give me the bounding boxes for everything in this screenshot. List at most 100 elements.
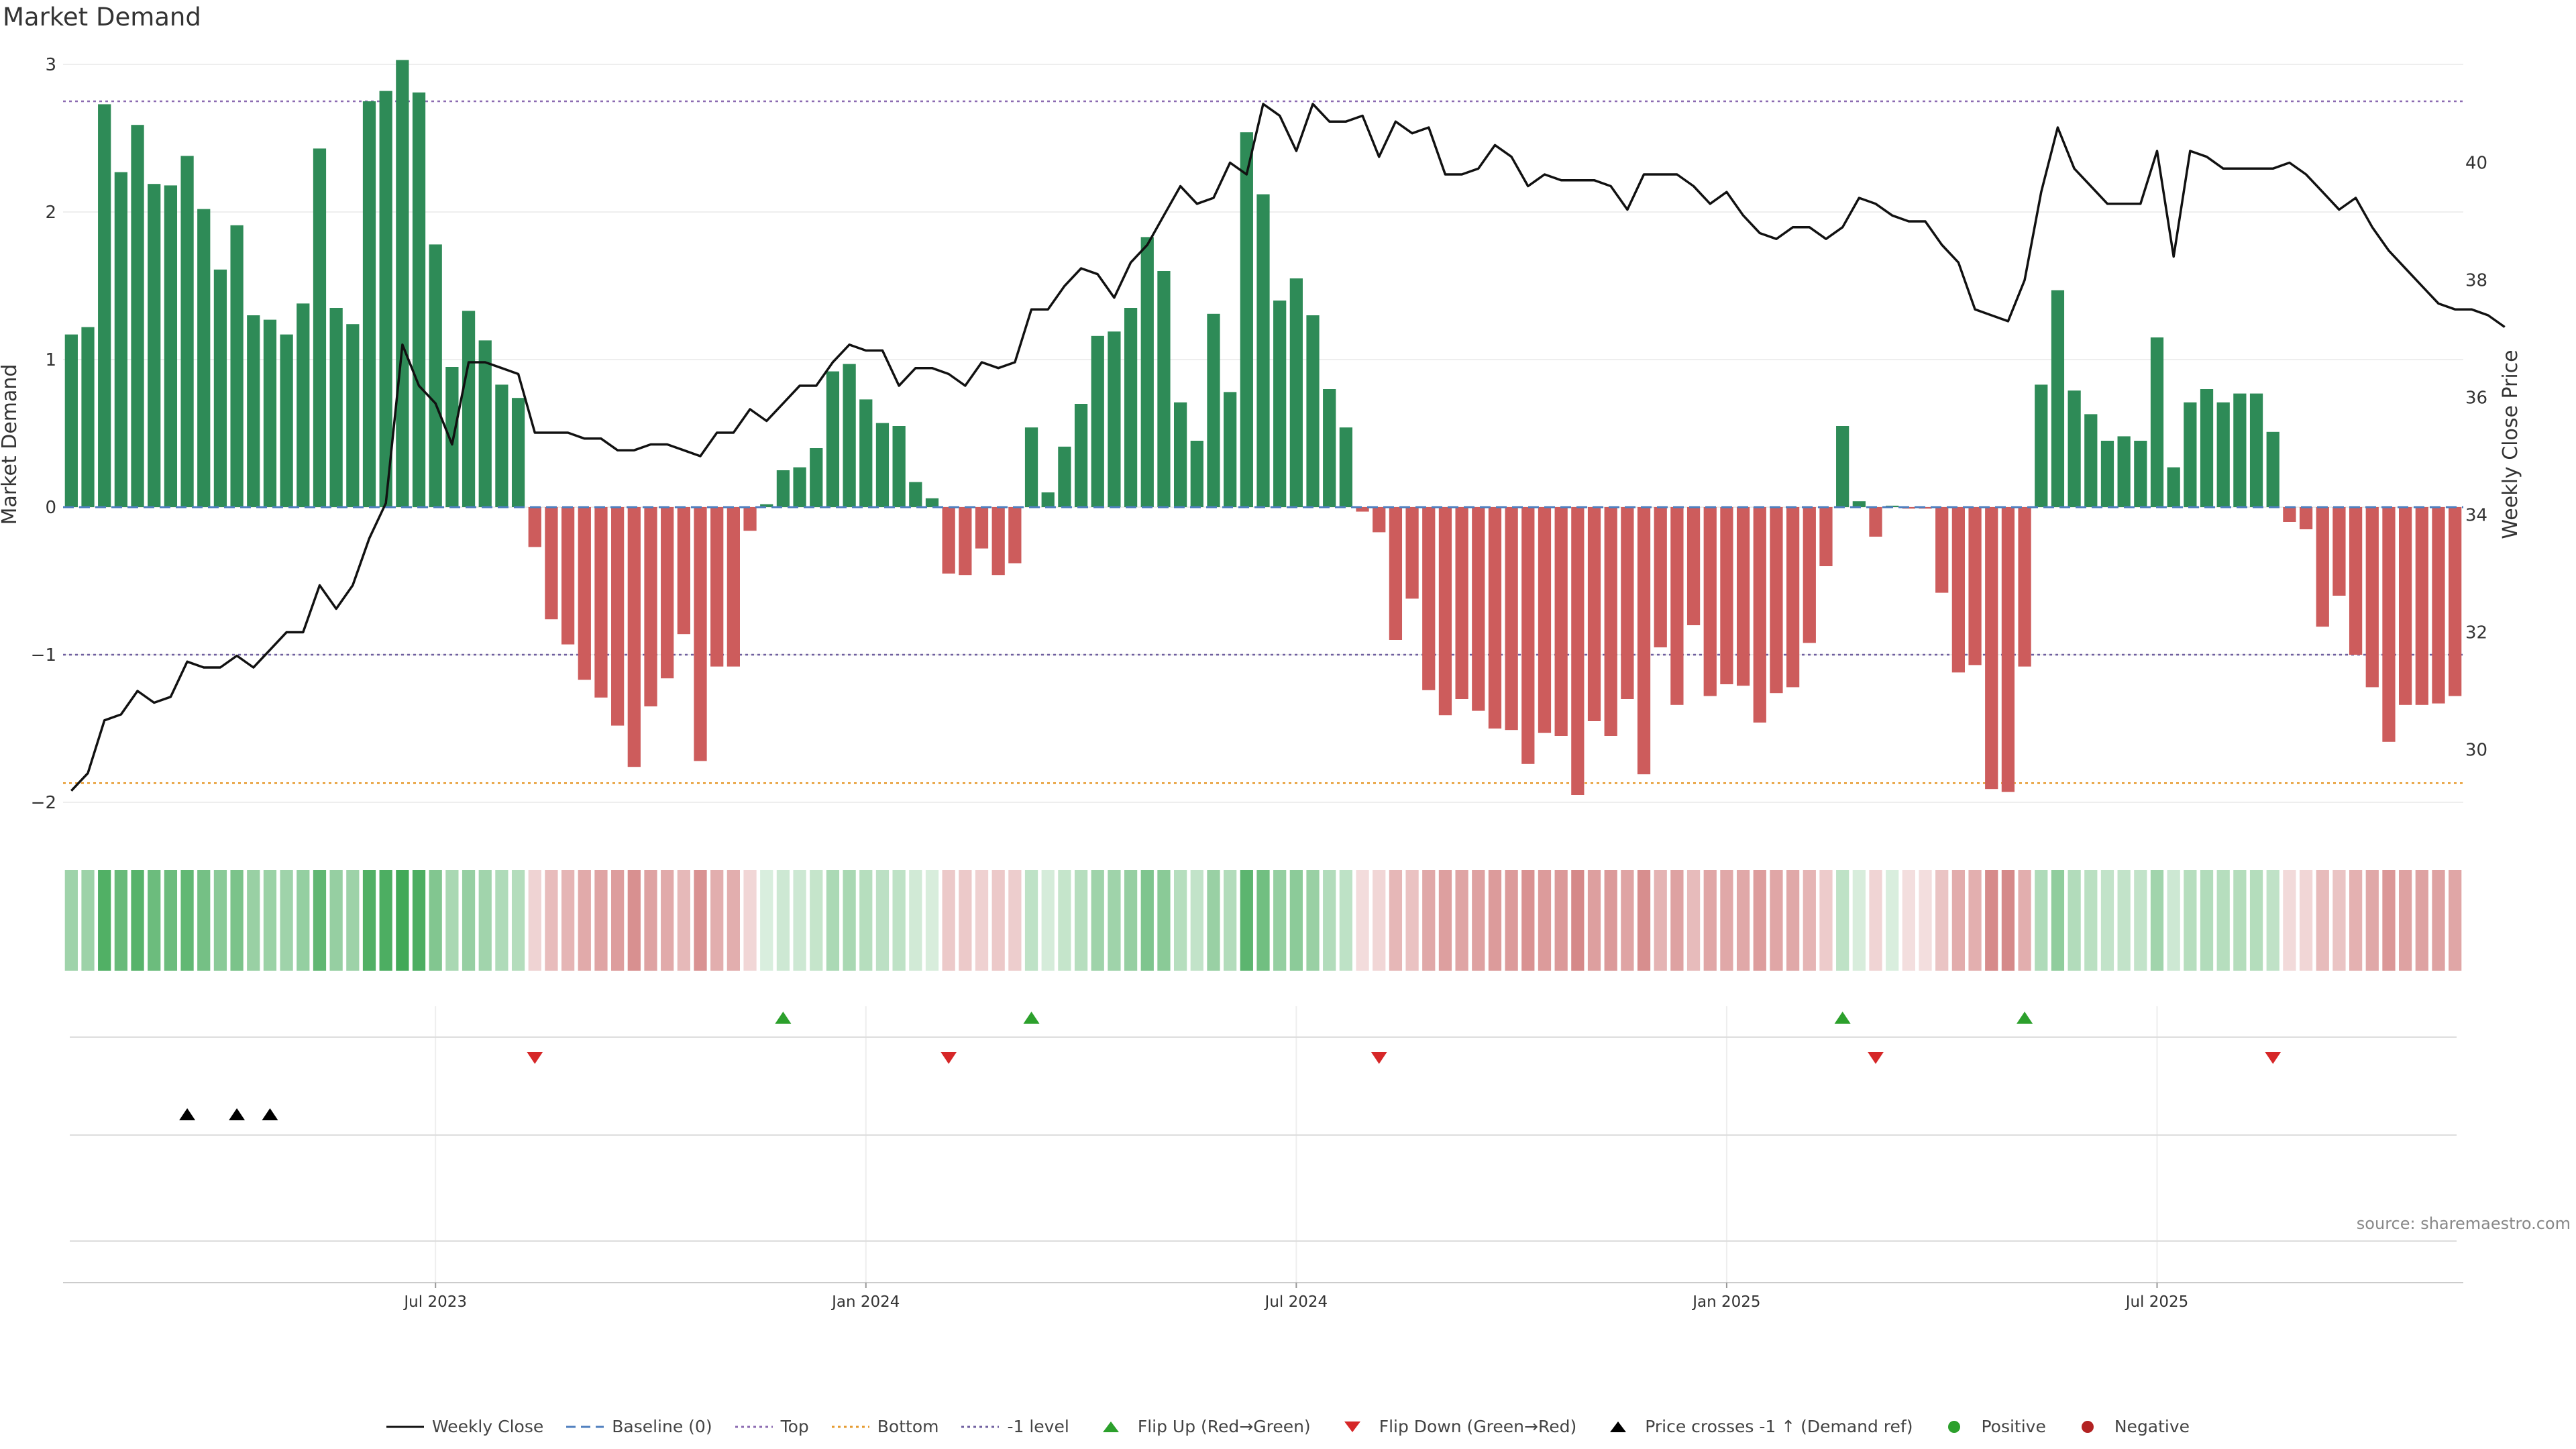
demand-bar-negative (2399, 507, 2412, 705)
demand-bar-positive (1273, 301, 1287, 507)
demand-bar-positive (2134, 441, 2147, 507)
demand-bar-positive (2249, 393, 2263, 507)
demand-bar-negative (942, 507, 955, 574)
demand-bar-negative (611, 507, 625, 726)
heat-cell-negative (2399, 870, 2412, 971)
heat-cell-positive (1091, 870, 1104, 971)
demand-bar-negative (975, 507, 989, 549)
right-axis-title: Weekly Close Price (2499, 350, 2522, 539)
heat-cell-positive (1041, 870, 1055, 971)
demand-bar-negative (545, 507, 558, 620)
demand-bar-negative (1356, 507, 1369, 512)
demand-bar-negative (2449, 507, 2462, 696)
heat-cell-negative (1654, 870, 1667, 971)
demand-bar-positive (2233, 393, 2247, 507)
demand-bar-positive (329, 308, 343, 507)
heat-cell-negative (644, 870, 657, 971)
demand-bar-negative (959, 507, 972, 576)
heat-cell-positive (148, 870, 161, 971)
demand-bar-positive (98, 104, 111, 507)
demand-bar-negative (2316, 507, 2329, 627)
demand-bar-negative (1571, 507, 1585, 795)
heat-cell-negative (2365, 870, 2379, 971)
heat-cell-positive (2184, 870, 2197, 971)
right-tick-label: 36 (2465, 388, 2487, 409)
demand-bar-negative (710, 507, 724, 667)
demand-bar-negative (1968, 507, 1982, 665)
heat-cell-positive (1886, 870, 1899, 971)
heat-cell-negative (1968, 870, 1982, 971)
heat-cell-positive (859, 870, 873, 971)
demand-bar-positive (495, 384, 508, 507)
heat-cell-negative (1951, 870, 1966, 971)
heat-cell-negative (2018, 870, 2031, 971)
heat-cell-positive (1124, 870, 1138, 971)
heat-cell-negative (959, 870, 972, 971)
heat-cell-negative (1538, 870, 1552, 971)
heat-cell-negative (1670, 870, 1684, 971)
demand-bar-positive (462, 311, 476, 507)
heat-cell-positive (1306, 870, 1320, 971)
demand-bar-positive (362, 101, 376, 507)
demand-bar-negative (1736, 507, 1750, 686)
demand-bar-negative (1422, 507, 1436, 690)
demand-bar-positive (2068, 390, 2081, 507)
heat-cell-negative (528, 870, 541, 971)
demand-bar-positive (1091, 335, 1104, 507)
legend-item: Baseline (0) (566, 1417, 712, 1436)
heat-cell-negative (694, 870, 707, 971)
heat-cell-negative (1935, 870, 1949, 971)
legend-item: Price crosses -1 ↑ (Demand ref) (1599, 1417, 1913, 1436)
demand-bar-negative (561, 507, 575, 645)
demand-bar-negative (578, 507, 591, 680)
heat-cell-positive (81, 870, 95, 971)
demand-bar-negative (2365, 507, 2379, 688)
heat-cell-positive (164, 870, 178, 971)
demand-bar-positive (114, 172, 127, 507)
demand-bar-positive (875, 423, 890, 507)
heat-cell-positive (875, 870, 890, 971)
heat-cell-negative (1736, 870, 1750, 971)
heat-cell-positive (396, 870, 409, 971)
demand-bar-positive (1207, 313, 1220, 507)
demand-bar-positive (1289, 278, 1303, 507)
demand-bar-positive (1074, 404, 1088, 507)
heat-cell-positive (793, 870, 806, 971)
heat-cell-negative (594, 870, 608, 971)
heat-cell-negative (1455, 870, 1468, 971)
heat-cell-positive (1273, 870, 1287, 971)
demand-bar-positive (197, 209, 211, 507)
heat-cell-negative (727, 870, 740, 971)
demand-bar-positive (843, 364, 856, 507)
heat-cell-negative (2316, 870, 2329, 971)
demand-bar-positive (2084, 414, 2098, 507)
demand-bar-negative (1621, 507, 1634, 699)
right-tick-label: 38 (2465, 271, 2487, 291)
demand-bar-positive (1173, 402, 1187, 507)
heat-cell-negative (1621, 870, 1634, 971)
demand-bar-positive (1190, 441, 1203, 507)
heat-cell-negative (2332, 870, 2346, 971)
weekly-close-line (70, 103, 2506, 792)
legend-item: Flip Up (Red→Green) (1092, 1417, 1311, 1436)
heat-cell-positive (1074, 870, 1088, 971)
heat-cell-positive (1836, 870, 1849, 971)
demand-bar-positive (379, 91, 392, 508)
demand-bar-positive (1339, 427, 1353, 507)
heat-cell-positive (2035, 870, 2048, 971)
demand-bar-positive (1108, 331, 1121, 507)
heat-cell-negative (1770, 870, 1783, 971)
legend-label: Flip Down (Green→Red) (1379, 1417, 1577, 1436)
legend-label: Baseline (0) (612, 1417, 712, 1436)
legend-item: Flip Down (Green→Red) (1334, 1417, 1577, 1436)
legend-item: Positive (1935, 1417, 2046, 1436)
demand-bar-negative (2283, 507, 2296, 522)
heat-cell-negative (2382, 870, 2396, 971)
demand-bar-positive (1058, 446, 1071, 507)
heat-cell-negative (545, 870, 558, 971)
heat-cell-positive (478, 870, 492, 971)
heat-cell-positive (1140, 870, 1154, 971)
demand-bar-positive (81, 327, 95, 507)
demand-bar-negative (2332, 507, 2346, 596)
